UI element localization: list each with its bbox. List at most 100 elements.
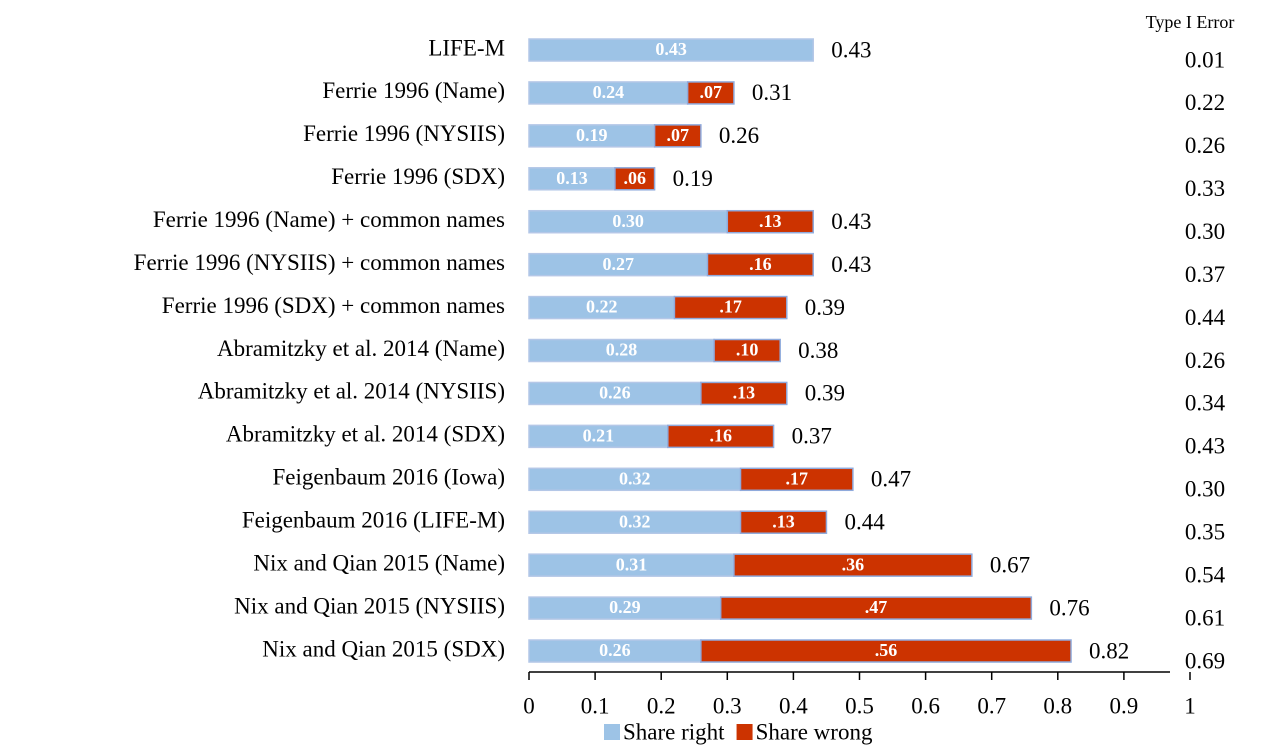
segment-label: 0.22 [586,297,618,317]
bar-segment [733,553,973,577]
type-i-error: 0.69 [1185,648,1225,673]
type-i-error: 0.34 [1185,391,1226,416]
category-label: Feigenbaum 2016 (Iowa) [273,465,506,490]
segment-label: .17 [785,468,808,488]
segment-label: 0.29 [609,597,641,617]
segment-label: .36 [842,554,865,574]
segment-label: .10 [736,340,759,360]
segment-label: 0.19 [576,125,608,145]
total-label: 0.39 [805,295,845,320]
segment-label: 0.28 [606,340,638,360]
type-i-error: 0.22 [1185,90,1225,115]
legend-label: Share wrong [756,719,873,744]
segment-label: 0.31 [616,554,648,574]
category-label: Nix and Qian 2015 (NYSIIS) [234,593,505,618]
segment-label: 0.27 [602,254,634,274]
total-label: 0.26 [719,123,759,148]
category-label: Ferrie 1996 (SDX) [331,164,505,189]
bar-segment [653,124,702,148]
total-label: 0.43 [831,37,871,62]
x-tick-label: 0 [523,693,535,718]
bar-segment [739,467,854,492]
x-tick-label: 1 [1184,693,1196,718]
category-label: Ferrie 1996 (NYSIIS) + common names [134,250,505,275]
total-label: 0.37 [792,424,832,449]
x-tick-label: 0.5 [845,693,874,718]
category-label: Feigenbaum 2016 (LIFE-M) [242,508,505,533]
bar-segment [719,596,1033,620]
total-label: 0.47 [871,467,911,492]
bar-segment [528,38,814,62]
total-label: 0.43 [831,252,871,277]
segment-label: .07 [666,125,689,145]
segment-label: .13 [733,383,756,403]
bar-segment [686,81,735,105]
segment-label: .06 [624,168,647,188]
segment-label: 0.13 [556,168,588,188]
segment-label: .07 [700,82,723,102]
total-label: 0.38 [798,338,838,363]
segment-label: .47 [865,597,888,617]
bar-segment [667,424,775,449]
category-label: LIFE-M [428,35,505,60]
category-label: Abramitzky et al. 2014 (Name) [217,336,505,361]
segment-label: .13 [772,511,795,531]
total-label: 0.19 [673,166,713,191]
segment-label: .16 [749,254,772,274]
type-i-error: 0.26 [1185,348,1225,373]
segment-label: .13 [759,211,782,231]
segment-label: 0.32 [619,511,651,531]
total-label: 0.43 [831,209,871,234]
type-i-error: 0.43 [1185,434,1225,459]
segment-label: .16 [709,425,732,445]
type-i-error: 0.44 [1185,305,1226,330]
legend-swatch [604,724,620,740]
total-label: 0.76 [1049,595,1089,620]
segment-label: 0.32 [619,468,651,488]
category-label: Abramitzky et al. 2014 (SDX) [226,422,505,447]
bar-segment [700,639,1072,663]
bar-segment [673,295,788,320]
type-i-error: 0.01 [1185,47,1225,72]
segment-label: 0.43 [655,39,687,59]
bar-segment [706,252,814,277]
segment-label: .56 [875,640,898,660]
type-i-error: 0.30 [1185,477,1225,502]
segment-label: .17 [719,297,742,317]
legend-label: Share right [623,719,725,744]
x-tick-label: 0.9 [1110,693,1139,718]
type-i-error: 0.37 [1185,262,1225,287]
segment-label: 0.30 [612,211,644,231]
category-label: Abramitzky et al. 2014 (NYSIIS) [198,379,505,404]
bar-segment [614,167,656,191]
x-tick-label: 0.3 [713,693,742,718]
type-i-error: 0.30 [1185,219,1225,244]
total-label: 0.82 [1089,638,1129,663]
segment-label: 0.26 [599,383,631,403]
x-tick-label: 0.4 [779,693,808,718]
type-i-error: 0.54 [1185,562,1226,587]
category-label: Ferrie 1996 (NYSIIS) [303,121,505,146]
segment-label: 0.26 [599,640,631,660]
x-tick-label: 0.7 [977,693,1006,718]
x-tick-label: 0.8 [1043,693,1072,718]
total-label: 0.67 [990,552,1030,577]
x-tick-label: 0.1 [581,693,610,718]
bar-segment [700,381,788,406]
legend-swatch [736,724,753,740]
total-label: 0.39 [805,381,845,406]
bar-segment [739,510,828,534]
x-tick-label: 0.2 [647,693,676,718]
type-i-error: 0.35 [1185,520,1225,545]
type-i-error: 0.26 [1185,133,1225,158]
type-i-error: 0.33 [1185,176,1225,201]
type-i-error: 0.61 [1185,605,1225,630]
total-label: 0.31 [752,80,792,105]
category-label: Ferrie 1996 (Name) + common names [153,207,505,232]
category-label: Nix and Qian 2015 (Name) [253,550,505,575]
total-label: 0.44 [844,510,885,535]
x-tick-label: 0.6 [911,693,940,718]
category-label: Ferrie 1996 (SDX) + common names [162,293,505,318]
category-label: Nix and Qian 2015 (SDX) [262,636,505,661]
